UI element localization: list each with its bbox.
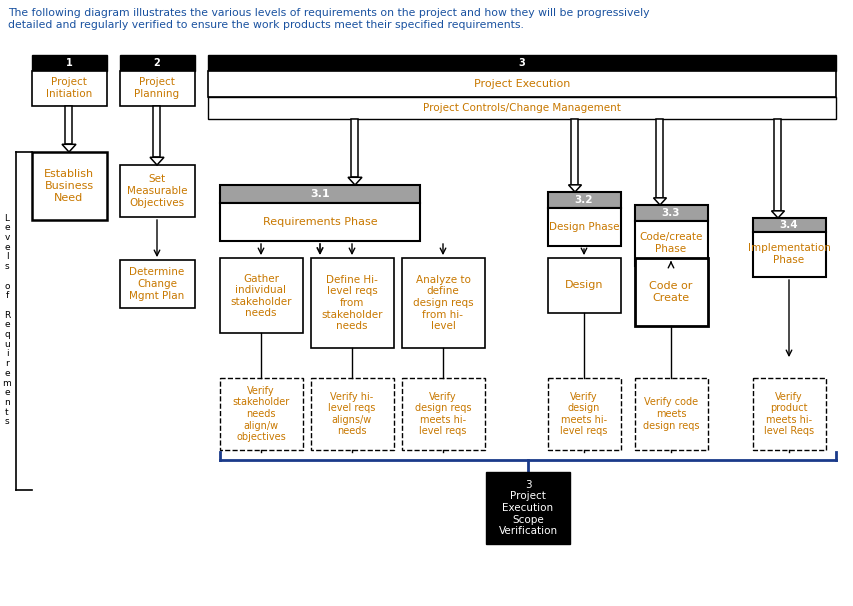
Bar xyxy=(548,378,620,450)
Text: 3.4: 3.4 xyxy=(779,220,798,230)
Bar xyxy=(32,71,107,106)
Bar xyxy=(548,258,620,313)
Polygon shape xyxy=(347,178,362,185)
Bar xyxy=(220,185,420,203)
Text: Establish
Business
Need: Establish Business Need xyxy=(44,170,94,202)
Text: Project Execution: Project Execution xyxy=(473,79,570,89)
Bar xyxy=(120,71,194,106)
Text: Implementation
Phase: Implementation Phase xyxy=(746,243,829,265)
Bar xyxy=(635,258,707,326)
Text: The following diagram illustrates the various levels of requirements on the proj: The following diagram illustrates the va… xyxy=(8,8,649,30)
Text: Verify
product
meets hi-
level Reqs: Verify product meets hi- level Reqs xyxy=(763,391,813,436)
Text: 2: 2 xyxy=(154,58,160,68)
Bar xyxy=(32,152,107,220)
Polygon shape xyxy=(568,185,581,192)
Text: Verify
stakeholder
needs
align/w
objectives: Verify stakeholder needs align/w objecti… xyxy=(232,386,289,442)
Bar xyxy=(635,221,707,266)
Bar xyxy=(402,378,485,450)
Text: 3: 3 xyxy=(518,58,525,68)
Bar xyxy=(774,119,780,211)
Text: Verify
design reqs
meets hi-
level reqs: Verify design reqs meets hi- level reqs xyxy=(415,391,471,436)
Text: Requirements Phase: Requirements Phase xyxy=(263,217,377,227)
Polygon shape xyxy=(653,198,665,205)
Bar xyxy=(485,472,569,544)
Bar xyxy=(548,208,620,246)
Text: Design Phase: Design Phase xyxy=(548,222,618,232)
Bar xyxy=(752,218,825,232)
Text: 3.2: 3.2 xyxy=(574,195,593,205)
Text: Analyze to
define
design reqs
from hi-
level: Analyze to define design reqs from hi- l… xyxy=(412,275,473,331)
Text: 3.3: 3.3 xyxy=(661,208,680,218)
Polygon shape xyxy=(62,144,76,152)
Text: Define Hi-
level reqs
from
stakeholder
needs: Define Hi- level reqs from stakeholder n… xyxy=(321,275,382,331)
Text: L
e
v
e
l
s
 
o
f
 
R
e
q
u
i
r
e
m
e
n
t
s: L e v e l s o f R e q u i r e m e n t s xyxy=(3,214,11,427)
Text: Code/create
Phase: Code/create Phase xyxy=(639,232,702,254)
Text: 1: 1 xyxy=(66,58,73,68)
Bar xyxy=(310,378,393,450)
Text: Verify hi-
level reqs
aligns/w
needs: Verify hi- level reqs aligns/w needs xyxy=(328,391,375,436)
Bar xyxy=(548,192,620,208)
Text: Design: Design xyxy=(564,280,602,290)
Bar xyxy=(220,258,303,333)
Bar xyxy=(402,258,485,348)
Bar xyxy=(120,55,194,71)
Text: Verify code
meets
design reqs: Verify code meets design reqs xyxy=(642,398,699,431)
Bar xyxy=(120,165,194,217)
Text: Project
Planning: Project Planning xyxy=(134,77,179,99)
Bar xyxy=(208,71,835,97)
Bar xyxy=(220,378,303,450)
Bar xyxy=(752,232,825,277)
Bar xyxy=(120,260,194,308)
Bar xyxy=(208,55,835,71)
Text: 3
Project
Execution
Scope
Verification: 3 Project Execution Scope Verification xyxy=(498,480,557,536)
Text: Set
Measurable
Objectives: Set Measurable Objectives xyxy=(126,175,187,208)
Bar xyxy=(635,205,707,221)
Polygon shape xyxy=(770,211,784,218)
Polygon shape xyxy=(150,158,164,165)
Bar xyxy=(66,106,73,144)
Bar xyxy=(351,119,358,178)
Bar xyxy=(310,258,393,348)
Bar xyxy=(208,97,835,119)
Bar xyxy=(32,55,107,71)
Text: Project
Initiation: Project Initiation xyxy=(46,77,92,99)
Bar xyxy=(571,119,577,185)
Text: 3.1: 3.1 xyxy=(310,189,329,199)
Bar xyxy=(752,378,825,450)
Text: Gather
individual
stakeholder
needs: Gather individual stakeholder needs xyxy=(230,273,292,318)
Bar xyxy=(220,203,420,241)
Text: Determine
Change
Mgmt Plan: Determine Change Mgmt Plan xyxy=(129,267,184,301)
Text: Code or
Create: Code or Create xyxy=(648,281,692,303)
Text: Verify
design
meets hi-
level reqs: Verify design meets hi- level reqs xyxy=(560,391,607,436)
Bar xyxy=(635,378,707,450)
Text: Project Controls/Change Management: Project Controls/Change Management xyxy=(422,103,620,113)
Bar xyxy=(656,119,663,198)
Bar xyxy=(154,106,160,158)
